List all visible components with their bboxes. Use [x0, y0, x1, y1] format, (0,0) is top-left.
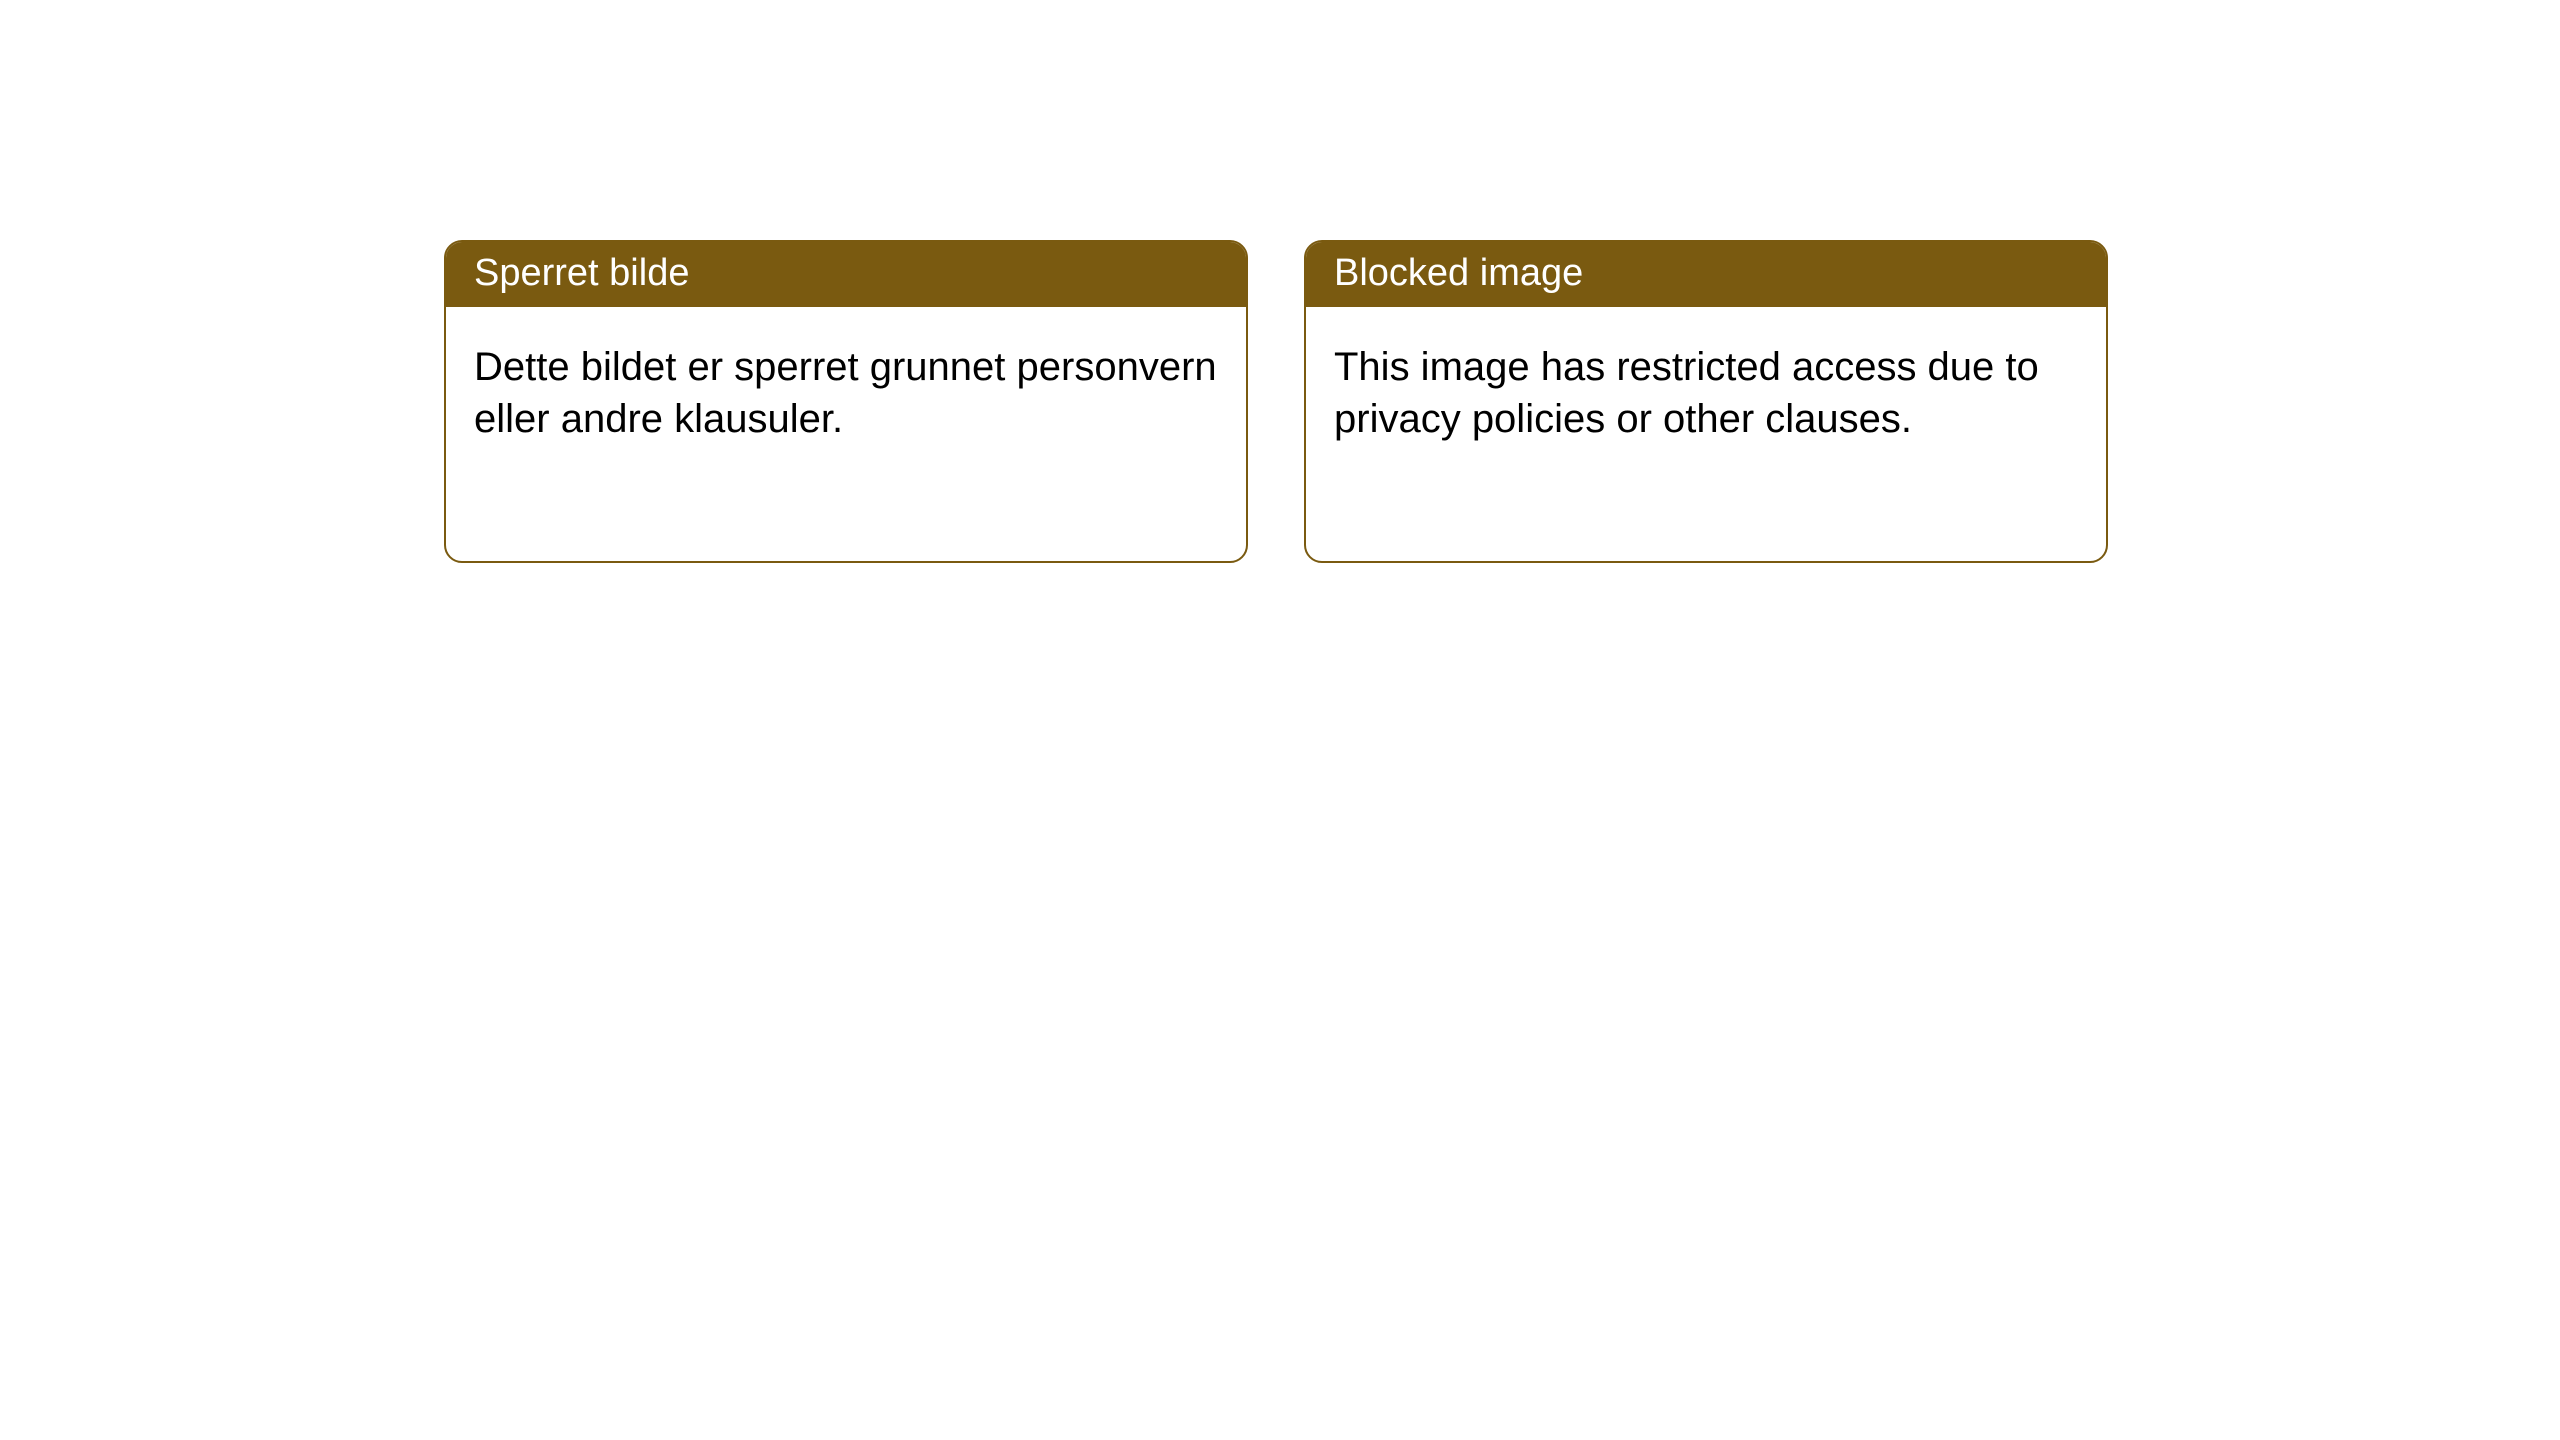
notice-text-norwegian: Dette bildet er sperret grunnet personve… — [474, 345, 1217, 441]
notice-box-norwegian: Sperret bilde Dette bildet er sperret gr… — [444, 240, 1248, 563]
notice-container: Sperret bilde Dette bildet er sperret gr… — [0, 0, 2560, 563]
notice-title-english: Blocked image — [1334, 252, 1583, 294]
notice-body-english: This image has restricted access due to … — [1306, 307, 2106, 561]
notice-header-norwegian: Sperret bilde — [446, 242, 1246, 307]
notice-header-english: Blocked image — [1306, 242, 2106, 307]
notice-text-english: This image has restricted access due to … — [1334, 345, 2039, 441]
notice-title-norwegian: Sperret bilde — [474, 252, 689, 294]
notice-box-english: Blocked image This image has restricted … — [1304, 240, 2108, 563]
notice-body-norwegian: Dette bildet er sperret grunnet personve… — [446, 307, 1246, 561]
